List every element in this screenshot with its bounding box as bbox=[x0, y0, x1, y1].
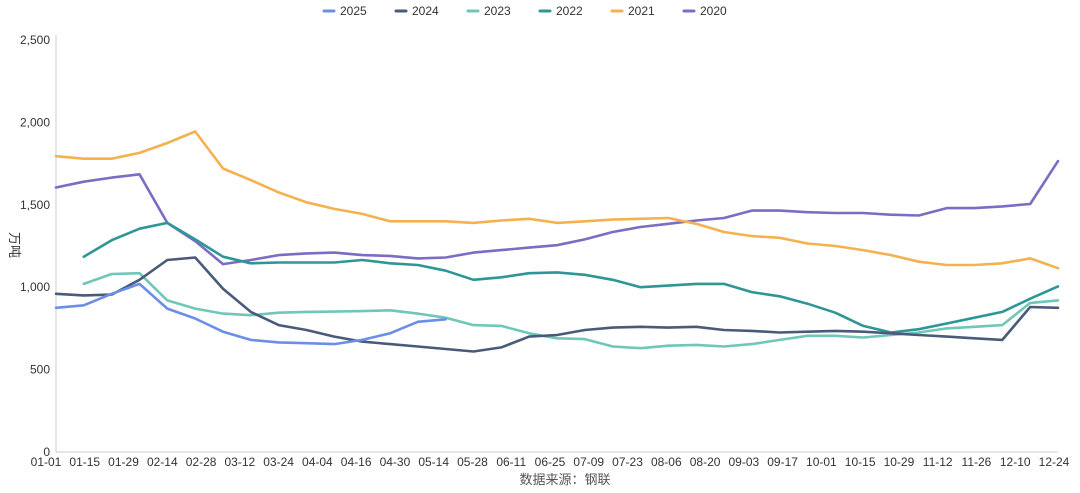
x-tick-label: 01-01 bbox=[31, 455, 62, 469]
legend-label-2021[interactable]: 2021 bbox=[628, 4, 655, 18]
x-tick-label: 04-04 bbox=[302, 455, 333, 469]
x-tick-label: 07-23 bbox=[612, 455, 643, 469]
x-tick-label: 08-20 bbox=[690, 455, 721, 469]
series-line-2020 bbox=[54, 159, 1060, 266]
x-tick-label: 11-12 bbox=[923, 455, 953, 469]
x-tick-label: 05-28 bbox=[457, 455, 488, 469]
y-tick-label: 500 bbox=[30, 363, 50, 377]
x-tick-label: 05-14 bbox=[418, 455, 449, 469]
source-note: 数据来源：钢联 bbox=[519, 472, 610, 487]
x-tick-label: 03-24 bbox=[263, 455, 294, 469]
x-tick-label: 03-12 bbox=[224, 455, 255, 469]
legend-label-2022[interactable]: 2022 bbox=[556, 4, 583, 18]
legend: 2025 2024 2023 2022 2021 2020 bbox=[322, 4, 727, 18]
x-axis: 01-01 01-15 01-29 02-14 02-28 03-12 03-24 04-04… bbox=[31, 451, 1070, 469]
x-tick-label: 06-11 bbox=[496, 455, 526, 469]
x-tick-label: 07-09 bbox=[573, 455, 604, 469]
y-tick-label: 1,000 bbox=[20, 280, 50, 294]
x-tick-label: 10-15 bbox=[845, 455, 876, 469]
x-tick-label: 06-25 bbox=[535, 455, 566, 469]
x-tick-label: 01-29 bbox=[108, 455, 139, 469]
y-tick-label: 0 bbox=[43, 445, 50, 459]
y-tick-label: 1,500 bbox=[20, 198, 50, 212]
x-tick-label: 10-01 bbox=[806, 455, 837, 469]
x-tick-label: 12-24 bbox=[1039, 455, 1070, 469]
x-tick-label: 04-30 bbox=[380, 455, 411, 469]
x-tick-label: 08-06 bbox=[651, 455, 682, 469]
y-tick-label: 2,000 bbox=[20, 115, 50, 129]
x-tick-label: 11-26 bbox=[962, 455, 992, 469]
legend-label-2024[interactable]: 2024 bbox=[412, 4, 439, 18]
series-line-2025 bbox=[54, 282, 448, 346]
x-tick-label: 09-17 bbox=[767, 455, 798, 469]
x-tick-label: 10-29 bbox=[884, 455, 915, 469]
y-tick-label: 2,500 bbox=[20, 33, 50, 47]
x-tick-label: 02-28 bbox=[186, 455, 217, 469]
x-tick-label: 09-03 bbox=[728, 455, 759, 469]
x-tick-label: 12-10 bbox=[1000, 455, 1031, 469]
series-line-2024 bbox=[54, 256, 1060, 353]
legend-label-2023[interactable]: 2023 bbox=[484, 4, 511, 18]
x-tick-label: 02-14 bbox=[147, 455, 178, 469]
series-line-2022 bbox=[82, 221, 1060, 334]
series-line-2021 bbox=[54, 130, 1060, 270]
y-axis-label: 万吨 bbox=[7, 232, 22, 258]
legend-label-2025[interactable]: 2025 bbox=[340, 4, 367, 18]
y-axis: 0 500 1,000 1,500 2,000 2,500 bbox=[20, 33, 57, 459]
plot-area bbox=[54, 130, 1060, 353]
series-line-2023 bbox=[82, 271, 1060, 350]
legend-label-2020[interactable]: 2020 bbox=[700, 4, 727, 18]
x-tick-label: 01-15 bbox=[69, 455, 100, 469]
x-tick-label: 04-16 bbox=[341, 455, 372, 469]
